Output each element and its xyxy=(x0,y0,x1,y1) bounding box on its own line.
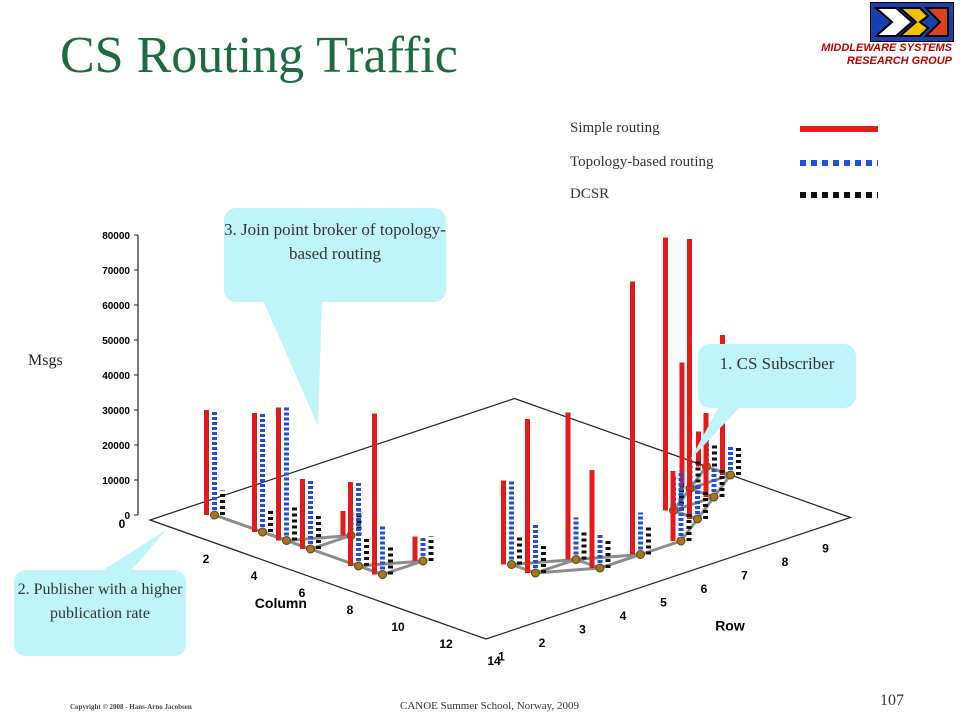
row-tick-label: 9 xyxy=(822,541,829,555)
legend-simple-routing: Simple routing xyxy=(568,118,888,142)
broker-node xyxy=(709,492,719,502)
callout-join-point: 3. Join point broker of topology-based r… xyxy=(224,208,446,302)
broker-node xyxy=(258,527,267,537)
z-tick-label: 70000 xyxy=(102,266,130,277)
broker-node xyxy=(693,514,702,524)
org-line2: RESEARCH GROUP xyxy=(846,55,952,67)
broker-node xyxy=(726,470,735,480)
x-axis-label: Column xyxy=(255,595,307,611)
callout-pointer-publisher xyxy=(100,530,166,572)
broker-node xyxy=(378,570,387,579)
network-link xyxy=(712,474,732,498)
legend-label: Topology-based routing xyxy=(570,154,714,170)
z-tick-label: 0 xyxy=(124,511,130,522)
column-tick-label: 10 xyxy=(391,620,405,634)
broker-node xyxy=(354,561,363,571)
callout-publisher: 2. Publisher with a higher publication r… xyxy=(14,570,186,656)
chart-legend: Simple routing Topology-based routing DC… xyxy=(568,118,888,218)
legend-swatch-solid xyxy=(800,126,878,132)
column-tick-label: 14 xyxy=(487,654,501,668)
z-tick-label: 50000 xyxy=(102,336,130,347)
broker-node xyxy=(636,550,645,559)
row-tick-label: 6 xyxy=(701,582,708,596)
slide-title: CS Routing Traffic xyxy=(60,27,458,84)
row-tick-label: 8 xyxy=(782,555,789,569)
column-tick-label: 2 xyxy=(203,552,210,566)
row-tick-label: 7 xyxy=(741,568,748,582)
network-link xyxy=(575,553,641,561)
network-link xyxy=(286,534,352,542)
row-tick-label: 1 xyxy=(498,649,505,663)
network-link xyxy=(535,566,601,575)
broker-node xyxy=(507,560,516,569)
broker-node xyxy=(306,544,315,554)
legend-swatch-dashed-black xyxy=(800,192,878,198)
row-tick-label: 3 xyxy=(579,622,586,636)
callout-subscriber: 1. CS Subscriber xyxy=(698,344,856,408)
z-tick-label: 30000 xyxy=(102,406,130,417)
callout-pointer-join-point xyxy=(262,298,322,426)
legend-dcsr: DCSR xyxy=(568,184,888,208)
z-tick-label: 80000 xyxy=(102,231,130,242)
column-tick-label: 12 xyxy=(439,637,453,651)
chart-floor xyxy=(148,397,853,640)
legend-topology-routing: Topology-based routing xyxy=(568,152,888,176)
column-tick-label: 0 xyxy=(119,517,126,531)
legend-swatch-dashed-blue xyxy=(800,160,878,166)
broker-node xyxy=(571,555,581,564)
column-tick-label: 6 xyxy=(299,586,306,600)
network-link xyxy=(679,518,699,542)
broker-node xyxy=(418,556,428,566)
row-tick-label: 4 xyxy=(620,609,627,623)
org-name: MIDDLEWARE SYSTEMS RESEARCH GROUP xyxy=(821,42,952,68)
network-link xyxy=(511,558,577,566)
broker-node xyxy=(282,536,291,545)
column-tick-label: 8 xyxy=(347,603,354,617)
z-axis-label: Msgs xyxy=(28,352,63,369)
y-axis-label: Row xyxy=(715,618,745,634)
broker-node xyxy=(531,568,540,578)
page-number: 107 xyxy=(880,692,904,709)
z-tick-label: 60000 xyxy=(102,301,130,312)
row-tick-label: 2 xyxy=(539,636,546,650)
broker-node xyxy=(676,536,686,546)
z-tick-label: 40000 xyxy=(102,371,130,382)
network-link xyxy=(358,559,424,568)
broker-node xyxy=(210,510,219,520)
legend-label: Simple routing xyxy=(570,120,660,136)
network-link xyxy=(696,496,716,520)
column-tick-label: 4 xyxy=(251,569,258,583)
z-tick-label: 20000 xyxy=(102,441,130,452)
msrg-logo xyxy=(870,2,954,42)
copyright-text: Copyright © 2008 - Hans-Arno Jacobsen xyxy=(70,703,192,711)
broker-node xyxy=(595,563,605,573)
legend-label: DCSR xyxy=(570,186,610,202)
org-line1: MIDDLEWARE SYSTEMS xyxy=(821,42,952,54)
event-text: CANOE Summer School, Norway, 2009 xyxy=(400,700,579,712)
row-tick-label: 5 xyxy=(660,595,667,609)
z-tick-label: 10000 xyxy=(102,476,130,487)
